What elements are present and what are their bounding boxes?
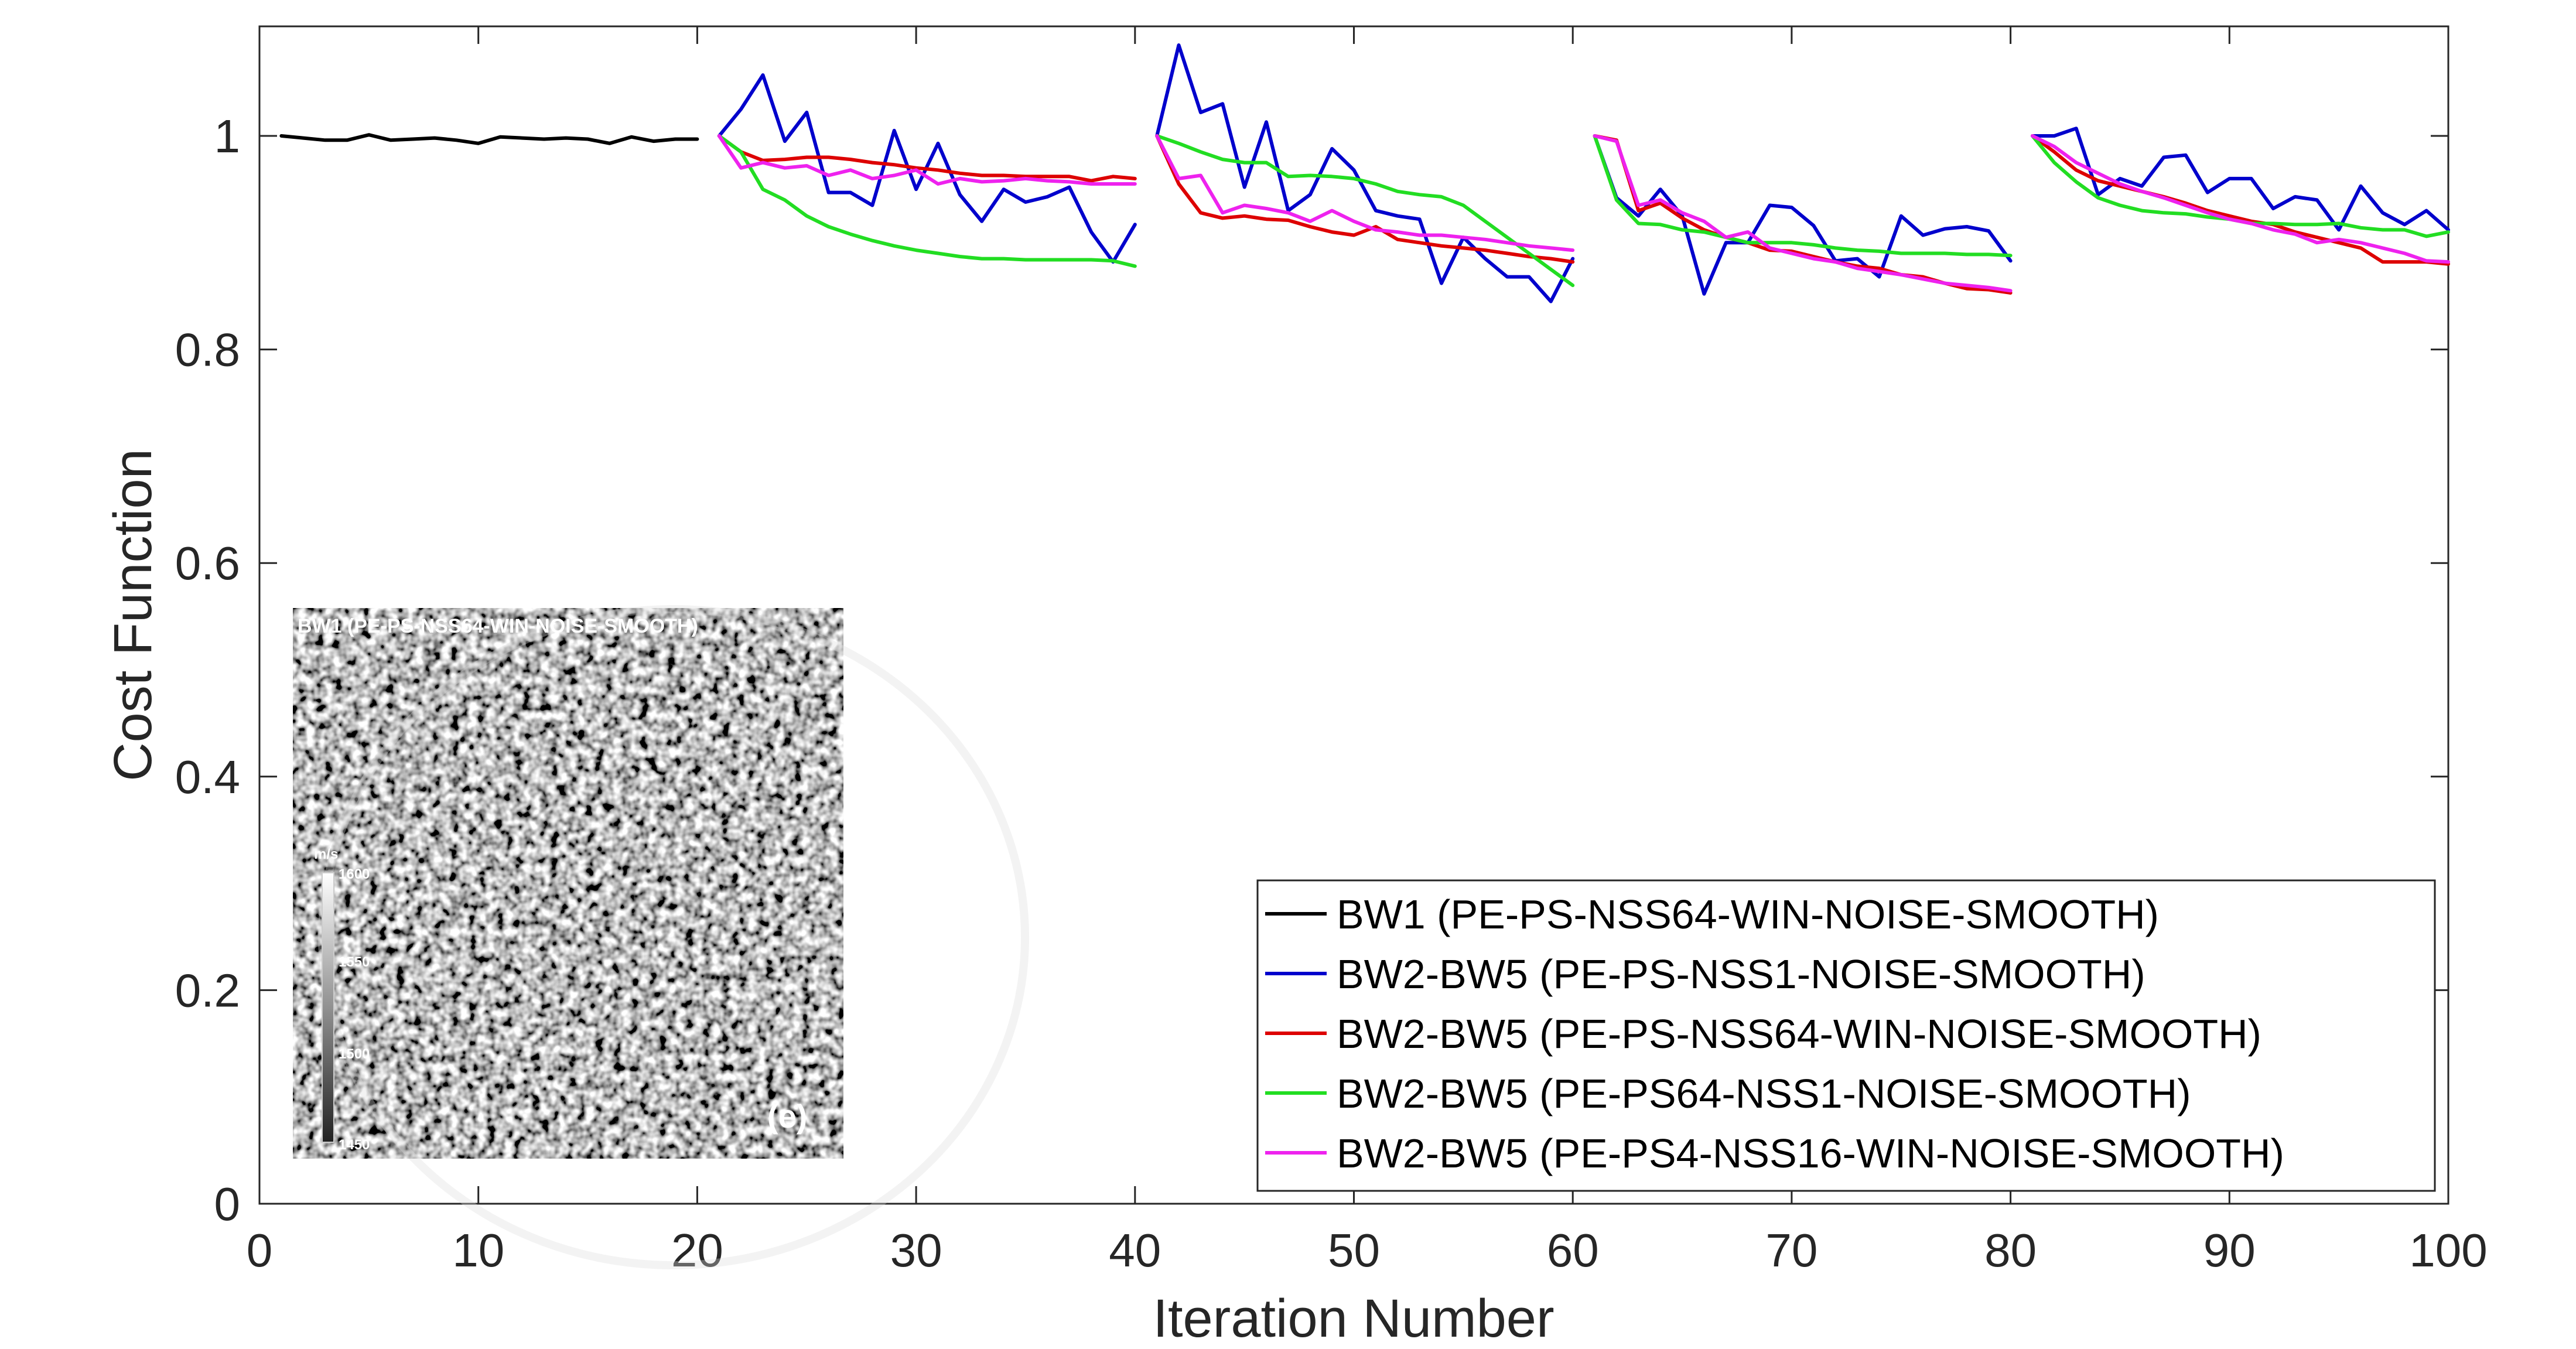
series-line-segment: [717, 73, 1137, 264]
x-tick-label: 0: [247, 1224, 273, 1276]
legend-label: BW2-BW5 (PE-PS4-NSS16-WIN-NOISE-SMOOTH): [1337, 1131, 2284, 1176]
x-tick-label: 50: [1328, 1224, 1380, 1276]
x-tick-label: 30: [890, 1224, 942, 1276]
y-tick-label: 0: [214, 1178, 241, 1230]
y-tick-label: 0.4: [175, 751, 240, 803]
series-line-segment: [717, 134, 1137, 186]
inset-title: BW1 (PE-PS-NSS64-WIN-NOISE-SMOOTH): [298, 615, 698, 637]
legend-label: BW1 (PE-PS-NSS64-WIN-NOISE-SMOOTH): [1337, 892, 2159, 937]
series-2: [717, 43, 2450, 303]
series-line-segment: [279, 133, 699, 145]
legend: BW1 (PE-PS-NSS64-WIN-NOISE-SMOOTH) BW2-BW…: [1256, 879, 2436, 1192]
y-axis-label: Cost Function: [103, 449, 163, 781]
x-tick-label: 70: [1765, 1224, 1817, 1276]
series-line-segment: [2031, 134, 2450, 264]
x-tick-label: 10: [452, 1224, 504, 1276]
series-5: [717, 134, 2450, 293]
series-line-segment: [1593, 134, 2013, 258]
inset-colorbar-tick: 1500: [339, 1046, 370, 1062]
y-tick-label: 0.2: [175, 964, 240, 1016]
y-tick-label: 0.6: [175, 537, 240, 589]
y-tick-label: 1: [214, 110, 241, 162]
series-line-segment: [2031, 134, 2450, 266]
x-tick-label: 90: [2203, 1224, 2256, 1276]
inset-colorbar-unit: m/s: [314, 846, 338, 862]
x-axis-label: Iteration Number: [1153, 1289, 1554, 1348]
series-4: [717, 134, 2450, 288]
inset-colorbar-tick: 1450: [339, 1137, 370, 1153]
inset-image: BW1 (PE-PS-NSS64-WIN-NOISE-SMOOTH) m/s 1…: [293, 605, 1029, 1269]
series-line-segment: [1593, 134, 2013, 293]
legend-label: BW2-BW5 (PE-PS-NSS1-NOISE-SMOOTH): [1337, 951, 2145, 997]
legend-label: BW2-BW5 (PE-PS64-NSS1-NOISE-SMOOTH): [1337, 1071, 2191, 1116]
x-tick-label: 80: [1984, 1224, 2037, 1276]
legend-label: BW2-BW5 (PE-PS-NSS64-WIN-NOISE-SMOOTH): [1337, 1011, 2261, 1057]
y-tick-label: 0.8: [175, 324, 240, 376]
x-tick-label: 20: [671, 1224, 723, 1276]
series-1: [279, 133, 699, 145]
series-line-segment: [1155, 134, 1575, 264]
legend-box: [1256, 879, 2436, 1192]
series-line-segment: [1155, 43, 1575, 303]
series-3: [717, 134, 2450, 295]
series-line-segment: [717, 134, 1137, 268]
x-tick-label: 40: [1109, 1224, 1161, 1276]
series-line-segment: [717, 134, 1137, 183]
x-axis: 0 10 20 30 40 50 60 70 80 90 100: [247, 26, 2488, 1276]
series-line-segment: [1155, 134, 1575, 252]
inset-panel-label: (e): [767, 1098, 807, 1135]
inset-colorbar-tick: 1600: [339, 866, 370, 882]
inset-noise: [293, 608, 843, 1159]
y-axis: 0 0.2 0.4 0.6 0.8 1: [175, 110, 2448, 1230]
x-tick-label: 100: [2409, 1224, 2487, 1276]
series-line-segment: [2031, 127, 2450, 232]
series-line-segment: [1155, 134, 1575, 288]
inset-colorbar-tick: 1550: [339, 954, 370, 970]
x-tick-label: 60: [1547, 1224, 1599, 1276]
series-layer: [279, 43, 2450, 303]
series-line-segment: [1593, 134, 2013, 296]
inset-colorbar: [322, 872, 334, 1143]
